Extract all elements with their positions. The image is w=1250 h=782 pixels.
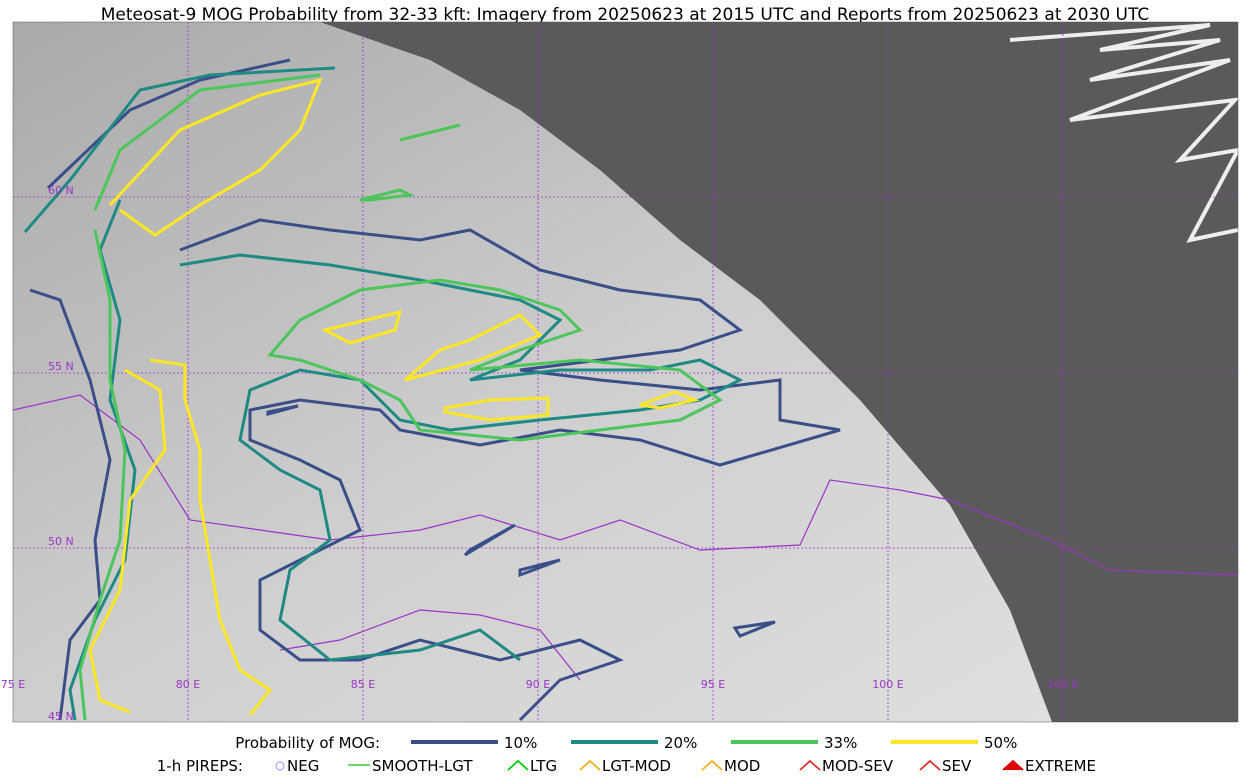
legend-label: MOD bbox=[724, 757, 760, 775]
pirep-symbol bbox=[799, 759, 821, 771]
lat-label: 55 N bbox=[48, 360, 74, 373]
pirep-symbol bbox=[275, 761, 285, 771]
lat-label: 60 N bbox=[48, 184, 74, 197]
geo-labels: 60 N 55 N 50 N 45 N 75 E 80 E 85 E 90 E 95 E 100 … bbox=[1, 184, 1079, 723]
legend-label: 33% bbox=[824, 734, 857, 752]
contour-20 bbox=[179, 253, 744, 662]
lon-label: 95 E bbox=[701, 678, 725, 691]
pirep-symbol bbox=[579, 759, 601, 771]
map-frame bbox=[12, 21, 1239, 723]
legend-title: 1-h PIREPS: bbox=[157, 757, 243, 775]
contour-10 bbox=[266, 404, 776, 638]
title: Meteosat-9 MOG Probability from 32-33 kf… bbox=[101, 5, 1150, 25]
legend-label: SEV bbox=[942, 757, 972, 775]
contour-50 bbox=[88, 368, 167, 714]
contours bbox=[23, 58, 841, 722]
contour-20 bbox=[23, 66, 336, 721]
contour-50 bbox=[320, 309, 701, 422]
pirep-symbol bbox=[507, 759, 529, 771]
lon-label: 85 E bbox=[351, 678, 375, 691]
pirep-symbol bbox=[1002, 759, 1024, 771]
lon-label: 100 E bbox=[872, 678, 903, 691]
lon-label: 80 E bbox=[176, 678, 200, 691]
border bbox=[279, 609, 581, 681]
legend-label: LGT-MOD bbox=[602, 757, 671, 775]
contour-10 bbox=[29, 58, 291, 721]
legend-label: EXTREME bbox=[1025, 757, 1096, 775]
legend-label: 50% bbox=[984, 734, 1017, 752]
pirep-symbol bbox=[701, 759, 723, 771]
lon-label: 75 E bbox=[1, 678, 25, 691]
legend-label: NEG bbox=[287, 757, 319, 775]
border bbox=[13, 394, 1238, 576]
legend-label: MOD-SEV bbox=[822, 757, 894, 775]
legend-title: Probability of MOG: bbox=[235, 734, 380, 752]
legend-label: SMOOTH-LGT bbox=[372, 757, 473, 775]
lon-label: 105 E bbox=[1047, 678, 1078, 691]
pirep-symbol bbox=[919, 759, 941, 771]
imagery-streaks bbox=[1009, 23, 1238, 243]
contour-33 bbox=[78, 73, 321, 721]
legend-label: 20% bbox=[664, 734, 697, 752]
lat-label: 45 N bbox=[48, 710, 74, 723]
contour-50 bbox=[108, 77, 323, 716]
space-region bbox=[320, 22, 1238, 722]
map bbox=[13, 22, 1238, 722]
legend-label: 10% bbox=[504, 734, 537, 752]
contour-33 bbox=[267, 123, 723, 442]
lon-label: 90 E bbox=[526, 678, 550, 691]
legend-label: LTG bbox=[530, 757, 557, 775]
legend: Probability of MOG: 10% 20% 33% 50% 1-h PIREP… bbox=[157, 734, 1096, 775]
lat-label: 50 N bbox=[48, 535, 74, 548]
